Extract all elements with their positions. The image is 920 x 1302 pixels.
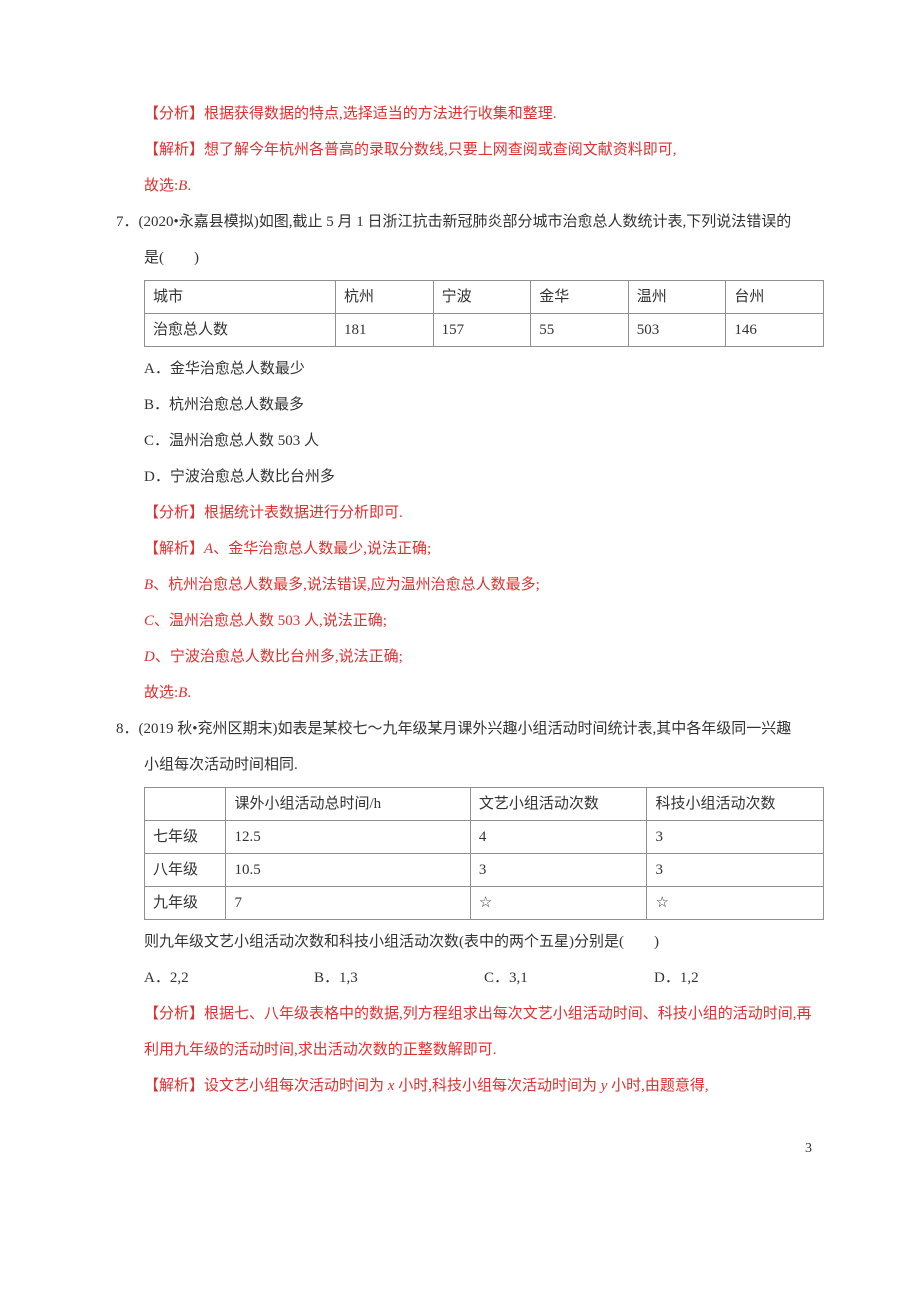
table-row: 治愈总人数 181 157 55 503 146	[145, 314, 824, 347]
table-row: 九年级 7 ☆ ☆	[145, 887, 824, 920]
q8-analysis-a: 【分析】根据七、八年级表格中的数据,列方程组求出每次文艺小组活动时间、科技小组的…	[116, 996, 824, 1032]
table-cell: 181	[336, 314, 434, 347]
table-cell: 503	[628, 314, 726, 347]
q8-problem-b: 小组每次活动时间相同.	[116, 747, 824, 783]
q7-solution-d: D、宁波治愈总人数比台州多,说法正确;	[116, 639, 824, 675]
q8-question-tail: 则九年级文艺小组活动次数和科技小组活动次数(表中的两个五星)分别是( )	[116, 924, 824, 960]
table-cell: 九年级	[145, 887, 226, 920]
therefore: 故选:	[144, 685, 178, 701]
q8-solution: 【解析】设文艺小组每次活动时间为 x 小时,科技小组每次活动时间为 y 小时,由…	[116, 1068, 824, 1104]
period: .	[187, 685, 191, 701]
period: .	[187, 178, 191, 194]
sol-text: 、金华治愈总人数最少,说法正确;	[213, 541, 431, 557]
sol-text: 、杭州治愈总人数最多,说法错误,应为温州治愈总人数最多;	[153, 577, 540, 593]
q7-answer: 故选:B.	[116, 675, 824, 711]
q7-problem-b: 是( )	[116, 240, 824, 276]
q6-solution: 【解析】想了解今年杭州各普高的录取分数线,只要上网查阅或查阅文献资料即可,	[116, 132, 824, 168]
table-cell: 科技小组活动次数	[647, 788, 824, 821]
q8-number: 8．	[116, 721, 139, 737]
q6-analysis: 【分析】根据获得数据的特点,选择适当的方法进行收集和整理.	[116, 96, 824, 132]
answer-letter: B	[178, 685, 187, 701]
page-number: 3	[116, 1132, 824, 1166]
analysis-label: 【分析】	[144, 1006, 204, 1022]
table-row: 七年级 12.5 4 3	[145, 821, 824, 854]
table-cell: 3	[647, 821, 824, 854]
sol-text-c: 小时,由题意得,	[607, 1078, 708, 1094]
table-cell: 55	[531, 314, 629, 347]
solution-label: 【解析】	[144, 541, 204, 557]
q7-solution-c: C、温州治愈总人数 503 人,说法正确;	[116, 603, 824, 639]
analysis-text: 根据获得数据的特点,选择适当的方法进行收集和整理.	[204, 106, 557, 122]
table-cell: ☆	[647, 887, 824, 920]
sol-letter: A	[204, 541, 213, 557]
table-cell: 宁波	[433, 281, 531, 314]
q7-problem: 7．(2020•永嘉县模拟)如图,截止 5 月 1 日浙江抗击新冠肺炎部分城市治…	[116, 204, 824, 240]
table-cell: 课外小组活动总时间/h	[226, 788, 470, 821]
analysis-label: 【分析】	[144, 505, 204, 521]
table-cell: ☆	[470, 887, 647, 920]
table-cell: 7	[226, 887, 470, 920]
table-cell: 3	[647, 854, 824, 887]
q8-analysis-b: 利用九年级的活动时间,求出活动次数的正整数解即可.	[116, 1032, 824, 1068]
table-cell: 八年级	[145, 854, 226, 887]
answer-letter: B	[178, 178, 187, 194]
q7-problem-a: (2020•永嘉县模拟)如图,截止 5 月 1 日浙江抗击新冠肺炎部分城市治愈总…	[139, 214, 792, 230]
table-row: 课外小组活动总时间/h 文艺小组活动次数 科技小组活动次数	[145, 788, 824, 821]
q8-option-a: A．2,2	[144, 960, 314, 996]
table-cell: 3	[470, 854, 647, 887]
table-cell	[145, 788, 226, 821]
solution-text: 想了解今年杭州各普高的录取分数线,只要上网查阅或查阅文献资料即可,	[204, 142, 677, 158]
q8-option-d: D．1,2	[654, 960, 824, 996]
table-cell: 治愈总人数	[145, 314, 336, 347]
table-cell: 温州	[628, 281, 726, 314]
table-cell: 台州	[726, 281, 824, 314]
q7-option-b: B．杭州治愈总人数最多	[116, 387, 824, 423]
q8-option-c: C．3,1	[484, 960, 654, 996]
solution-label: 【解析】	[144, 1078, 204, 1094]
sol-text-a: 设文艺小组每次活动时间为	[204, 1078, 388, 1094]
sol-text: 、宁波治愈总人数比台州多,说法正确;	[155, 649, 403, 665]
analysis-text: 根据统计表数据进行分析即可.	[204, 505, 403, 521]
q7-option-c: C．温州治愈总人数 503 人	[116, 423, 824, 459]
q8-options: A．2,2 B．1,3 C．3,1 D．1,2	[116, 960, 824, 996]
solution-label: 【解析】	[144, 142, 204, 158]
table-cell: 10.5	[226, 854, 470, 887]
q8-problem-a: (2019 秋•兖州区期末)如表是某校七～九年级某月课外兴趣小组活动时间统计表,…	[139, 721, 792, 737]
q8-option-b: B．1,3	[314, 960, 484, 996]
table-cell: 金华	[531, 281, 629, 314]
sol-text-b: 小时,科技小组每次活动时间为	[394, 1078, 600, 1094]
q7-table: 城市 杭州 宁波 金华 温州 台州 治愈总人数 181 157 55 503 1…	[144, 280, 824, 347]
q7-solution-a: 【解析】A、金华治愈总人数最少,说法正确;	[116, 531, 824, 567]
table-cell: 146	[726, 314, 824, 347]
sol-letter: D	[144, 649, 155, 665]
sol-letter: C	[144, 613, 154, 629]
therefore: 故选:	[144, 178, 178, 194]
q7-option-d: D．宁波治愈总人数比台州多	[116, 459, 824, 495]
table-cell: 杭州	[336, 281, 434, 314]
q6-answer: 故选:B.	[116, 168, 824, 204]
table-cell: 12.5	[226, 821, 470, 854]
q8-problem: 8．(2019 秋•兖州区期末)如表是某校七～九年级某月课外兴趣小组活动时间统计…	[116, 711, 824, 747]
table-cell: 4	[470, 821, 647, 854]
q7-analysis: 【分析】根据统计表数据进行分析即可.	[116, 495, 824, 531]
sol-letter: B	[144, 577, 153, 593]
table-row: 八年级 10.5 3 3	[145, 854, 824, 887]
q7-number: 7．	[116, 214, 139, 230]
analysis-text: 根据七、八年级表格中的数据,列方程组求出每次文艺小组活动时间、科技小组的活动时间…	[204, 1006, 812, 1022]
q7-solution-b: B、杭州治愈总人数最多,说法错误,应为温州治愈总人数最多;	[116, 567, 824, 603]
table-cell: 七年级	[145, 821, 226, 854]
sol-text: 、温州治愈总人数 503 人,说法正确;	[154, 613, 387, 629]
analysis-label: 【分析】	[144, 106, 204, 122]
table-row: 城市 杭州 宁波 金华 温州 台州	[145, 281, 824, 314]
q7-option-a: A．金华治愈总人数最少	[116, 351, 824, 387]
q8-table: 课外小组活动总时间/h 文艺小组活动次数 科技小组活动次数 七年级 12.5 4…	[144, 787, 824, 920]
table-cell: 城市	[145, 281, 336, 314]
table-cell: 文艺小组活动次数	[470, 788, 647, 821]
table-cell: 157	[433, 314, 531, 347]
